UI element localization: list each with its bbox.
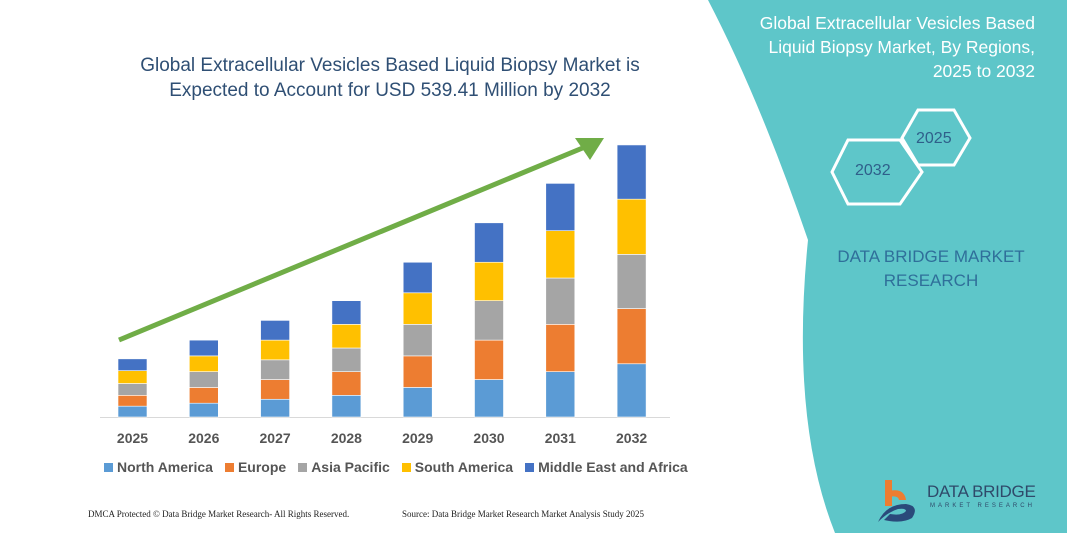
- legend-swatch: [224, 462, 234, 472]
- legend-label: Middle East and Africa: [538, 459, 688, 475]
- bar-segment-2029-4: [402, 261, 433, 294]
- x-tick-label: 2032: [616, 430, 647, 446]
- bar-segment-2026-2: [189, 371, 219, 388]
- legend-label: Europe: [237, 459, 287, 475]
- bar-segment-2029-2: [402, 324, 433, 357]
- bar-segment-2031-1: [545, 324, 576, 372]
- bar-segment-2025-2: [117, 383, 148, 396]
- bar-segment-2031-2: [545, 277, 576, 325]
- bar-segment-2032-3: [616, 198, 647, 255]
- bar-segment-2029-3: [402, 292, 433, 325]
- legend-item: Middle East and Africa: [525, 459, 688, 475]
- x-tick-label: 2028: [331, 430, 362, 446]
- side-panel: [708, 0, 1067, 533]
- bar-segment-2028-1: [331, 371, 362, 396]
- bar-segment-2025-0: [117, 405, 148, 418]
- legend: North America Europe Asia Pacific South Ame…: [104, 459, 688, 475]
- bar-segment-2028-2: [331, 347, 362, 372]
- bar-segment-2030-2: [474, 300, 504, 341]
- bar-segment-2032-0: [616, 363, 647, 418]
- bar-segment-2027-3: [260, 339, 290, 361]
- bar-segment-2028-3: [331, 324, 362, 349]
- legend-item: Europe: [224, 459, 287, 475]
- bar-segment-2026-4: [189, 339, 219, 357]
- bar-segment-2031-3: [545, 230, 576, 279]
- bar-segment-2026-3: [189, 355, 219, 372]
- trend-arrow-line: [118, 144, 586, 343]
- legend-label: North America: [117, 459, 213, 475]
- bar-segment-2029-1: [402, 355, 433, 388]
- bar-segment-2026-0: [189, 402, 219, 418]
- bar-segment-2030-3: [474, 261, 504, 301]
- footer-copyright: DMCA Protected © Data Bridge Market Rese…: [88, 509, 350, 519]
- bar-segment-2029-0: [402, 387, 433, 418]
- hex-label-2025: 2025: [916, 130, 952, 147]
- bar-segment-2030-0: [474, 379, 504, 418]
- legend-swatch: [104, 462, 113, 472]
- legend-item: South America: [401, 459, 514, 475]
- chart-area: 2025 2026 2027 2028 2029 2030 2031 2032: [100, 138, 670, 446]
- bar-segment-2031-0: [545, 371, 576, 418]
- x-tick-label: 2031: [545, 430, 576, 446]
- hexagon-2025: [900, 108, 972, 167]
- brand-text: DATA BRIDGE MARKET RESEARCH: [837, 247, 1025, 290]
- side-panel-title: Global Extracellular Vesicles Based Liqu…: [759, 13, 1035, 81]
- logo-icon: [878, 480, 915, 522]
- legend-label: Asia Pacific: [311, 459, 390, 475]
- hexagon-2032: [830, 138, 924, 206]
- legend-swatch: [525, 462, 535, 472]
- bar-segment-2032-4: [616, 144, 647, 200]
- legend-swatch: [298, 462, 308, 472]
- bar-segment-2027-4: [260, 320, 290, 341]
- chart-title: Global Extracellular Vesicles Based Liqu…: [140, 55, 640, 101]
- bar-segment-2025-4: [117, 358, 148, 371]
- hex-label-2032: 2032: [855, 162, 891, 179]
- bar-segment-2031-4: [545, 183, 576, 231]
- bar-segment-2030-4: [474, 222, 504, 263]
- trend-arrow-head: [575, 138, 604, 160]
- bar-segment-2028-0: [331, 395, 362, 418]
- legend-swatch: [401, 462, 411, 472]
- bar-segment-2025-1: [117, 395, 148, 407]
- logo-name: DATA BRIDGE: [927, 482, 1036, 501]
- footer-source: Source: Data Bridge Market Research Mark…: [402, 509, 644, 519]
- bar-segment-2030-1: [474, 339, 504, 380]
- logo-subtitle: MARKET RESEARCH: [930, 503, 1035, 509]
- bar-segment-2027-2: [260, 359, 290, 380]
- x-tick-label: 2026: [188, 430, 219, 446]
- x-tick-label: 2030: [473, 430, 504, 446]
- x-tick-label: 2025: [117, 430, 148, 446]
- bar-segment-2025-3: [117, 370, 148, 384]
- bar-segment-2026-1: [189, 387, 219, 404]
- bar-segment-2028-4: [331, 300, 362, 325]
- x-tick-label: 2027: [260, 430, 291, 446]
- bar-segment-2027-0: [260, 398, 290, 418]
- legend-item: North America: [104, 459, 213, 475]
- legend-item: Asia Pacific: [298, 459, 390, 475]
- bar-segment-2032-1: [616, 308, 647, 365]
- x-tick-label: 2029: [402, 430, 433, 446]
- bar-segment-2027-1: [260, 379, 290, 400]
- legend-label: South America: [414, 459, 514, 475]
- bar-segment-2032-2: [616, 254, 647, 309]
